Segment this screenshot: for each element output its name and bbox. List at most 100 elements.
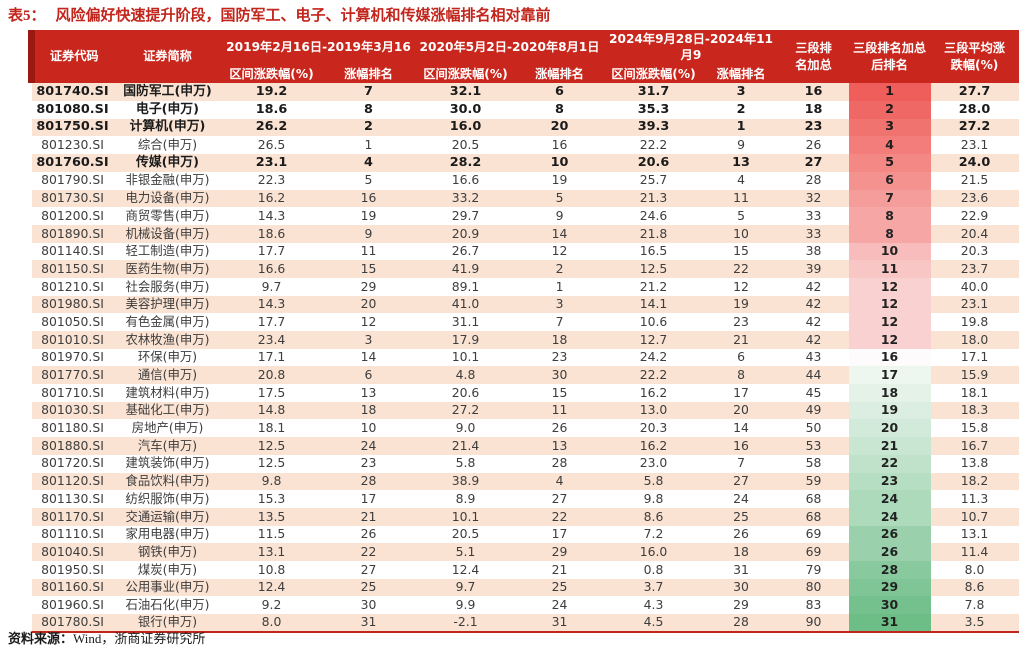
cell-avg: 28.0 [958,101,991,117]
cell-sum: 16 [804,83,823,99]
cell-avg: 27.2 [958,119,991,135]
cell-v3: 5.8 [643,473,664,489]
cell-rank: 22 [848,454,931,473]
cell-v1: 17.1 [257,349,286,365]
cell-code: 801720.SI [41,455,104,471]
table-header: 证券代码 证券简称 2019年2月16日-2019年3月16 2020年5月2日… [28,30,1019,84]
cell-r2: 9 [555,207,564,223]
cell-sum: 26 [805,137,822,153]
cell-v2: 30.0 [449,101,482,117]
cell-r1: 2 [364,119,373,135]
cell-rank: 11 [848,260,931,278]
cell-rank: 12 [848,313,931,332]
table-row: 801180.SI 房地产(申万) 18.1 10 9.0 26 20.3 14 50 20 15.… [31,419,1019,438]
cell-avg: 23.7 [960,260,989,276]
cell-r2: 17 [551,526,568,542]
cell-r1: 1 [364,137,373,153]
cell-v2: 20.5 [451,137,480,153]
cell-r1: 5 [364,172,373,188]
cell-rank: 12 [848,331,931,349]
table-row: 801040.SI 钢铁(申万) 13.1 22 5.1 29 16.0 18 69 26 11.4 [31,543,1019,561]
cell-v1: 11.5 [257,526,286,542]
cell-sum: 43 [805,349,822,365]
cell-avg: 11.3 [960,490,989,506]
cell-r2: 23 [551,349,568,365]
cell-r2: 29 [551,543,568,559]
cell-r1: 25 [360,579,377,595]
cell-code: 801790.SI [41,172,104,188]
cell-code: 801960.SI [41,596,104,612]
header-name: 证券简称 [113,30,222,84]
table-row: 801740.SI 国防军工(申万) 19.2 7 32.1 6 31.7 3 16 1 27.7 [31,83,1019,102]
header-avg-change: 三段平均涨 跌幅(%) [930,30,1019,84]
cell-name: 房地产(申万) [131,420,204,436]
cell-v1: 13.1 [257,543,286,559]
cell-code: 801980.SI [41,296,104,312]
cell-r1: 4 [364,154,373,170]
cell-rank: 24 [848,490,931,508]
cell-rank: 23 [848,472,931,491]
table-row: 801980.SI 美容护理(申万) 14.3 20 41.0 3 14.1 19 42 12 23… [31,295,1019,314]
cell-v1: 17.5 [257,384,286,400]
cell-r3: 1 [736,119,746,135]
cell-v2: 8.9 [455,490,476,506]
cell-sum: 44 [805,367,822,383]
cell-r3: 3 [736,83,746,99]
table-row: 801120.SI 食品饮料(申万) 9.8 28 38.9 4 5.8 27 59 23 18.2 [31,472,1019,491]
cell-code: 801110.SI [41,526,104,542]
cell-r1: 15 [360,260,377,276]
cell-code: 801030.SI [41,402,104,418]
cell-rank: 21 [848,437,931,455]
cell-avg: 8.0 [964,561,985,577]
cell-r3: 8 [737,367,745,383]
cell-r1: 20 [360,296,377,312]
table-row: 801110.SI 家用电器(申万) 11.5 26 20.5 17 7.2 26 69 26 13… [31,525,1019,544]
cell-code: 801130.SI [41,490,104,506]
cell-name: 非银金融(申万) [125,172,210,188]
table-body: 801740.SI 国防军工(申万) 19.2 7 32.1 6 31.7 3 16 1 27.7 8… [31,83,1019,632]
cell-r3: 24 [733,490,749,506]
cell-avg: 18.0 [960,331,989,347]
cell-v3: 24.2 [639,349,668,365]
cell-code: 801710.SI [41,384,104,400]
cell-r3: 9 [737,137,745,153]
cell-r2: 3 [555,296,564,312]
cell-name: 国防军工(申万) [123,83,212,99]
header-rank-2019: 涨幅排名 [321,64,416,84]
cell-v2: 41.9 [451,260,480,276]
cell-r1: 18 [360,402,377,418]
cell-r2: 11 [551,402,568,418]
cell-r1: 19 [360,207,377,223]
header-code: 证券代码 [28,30,114,84]
cell-name: 纺织服饰(申万) [125,490,210,506]
cell-avg: 16.7 [960,437,989,453]
cell-r1: 10 [360,420,377,436]
cell-rank: 2 [848,101,931,119]
cell-r3: 27 [733,473,749,489]
cell-avg: 10.7 [960,508,989,524]
cell-sum: 50 [805,420,822,436]
cell-r3: 21 [733,331,749,347]
cell-v2: 29.7 [451,207,480,223]
source-label: 资料来源： [8,631,74,646]
cell-v3: 25.7 [639,172,668,188]
cell-avg: 18.1 [960,384,989,400]
cell-v2: 31.1 [451,313,480,329]
cell-name: 汽车(申万) [137,437,198,453]
cell-r1: 31 [360,614,377,630]
cell-sum: 68 [805,508,822,524]
cell-r2: 27 [551,490,568,506]
cell-v2: 26.7 [451,243,480,259]
cell-v1: 9.8 [261,473,282,489]
cell-sum: 53 [805,437,822,453]
cell-r2: 5 [555,190,564,206]
cell-rank: 8 [848,207,931,225]
cell-avg: 23.1 [960,296,989,312]
header-rank-sum: 三段排 名加总 [778,30,849,84]
cell-r3: 23 [733,313,749,329]
cell-r2: 7 [555,313,564,329]
cell-r2: 26 [551,420,568,436]
industry-rank-table: 证券代码 证券简称 2019年2月16日-2019年3月16 2020年5月2日… [28,30,1019,633]
cell-r2: 8 [555,101,564,117]
cell-v3: 16.2 [639,384,668,400]
